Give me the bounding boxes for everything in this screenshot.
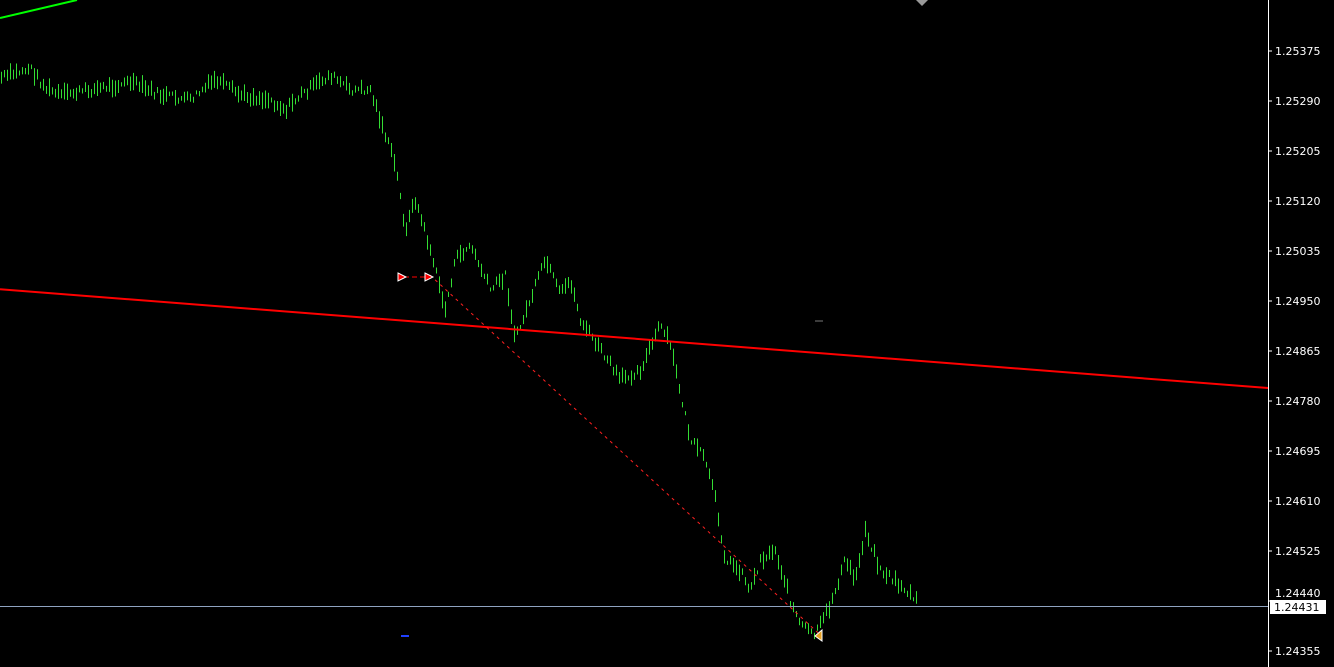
dashed-trade-line <box>429 274 819 634</box>
current-price-label: 1.24431 <box>1274 601 1320 614</box>
axis-tick-label: 1.25290 <box>1275 95 1321 108</box>
trade-arrow-icon <box>424 272 435 282</box>
price-axis: 1.25375 1.25290 1.25205 1.25120 1.25035 1.249… <box>1268 45 1321 658</box>
close-arrow-icon <box>814 628 823 642</box>
axis-tick-label: 1.24780 <box>1275 395 1321 408</box>
axis-tick-label: 1.25120 <box>1275 195 1321 208</box>
trade-arrow-icon <box>397 272 408 282</box>
axis-tick-label: 1.24950 <box>1275 295 1321 308</box>
current-price-box <box>1270 600 1326 614</box>
green-indicator-line <box>0 0 78 19</box>
price-bars <box>1 63 917 640</box>
red-trendline[interactable] <box>0 288 1269 390</box>
axis-tick-label: 1.25035 <box>1275 245 1321 258</box>
axis-tick-label: 1.25375 <box>1275 45 1321 58</box>
axis-tick-label: 1.24695 <box>1275 445 1321 458</box>
axis-tick-label: 1.24440 <box>1275 587 1321 600</box>
axis-tick-label: 1.24610 <box>1275 495 1321 508</box>
axis-tick-label: 1.24865 <box>1275 345 1321 358</box>
axis-tick-label: 1.24355 <box>1275 645 1321 658</box>
scroll-marker-icon[interactable] <box>916 0 928 6</box>
axis-tick-label: 1.25205 <box>1275 145 1321 158</box>
axis-tick-label: 1.24525 <box>1275 545 1321 558</box>
